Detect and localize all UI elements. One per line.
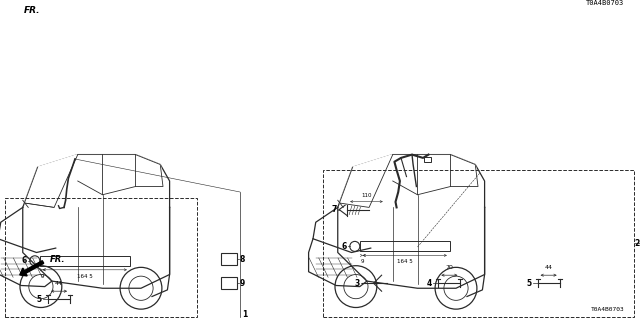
Text: 44: 44: [55, 281, 63, 286]
Bar: [40, 256, 130, 266]
Polygon shape: [339, 155, 393, 207]
Text: 3: 3: [355, 279, 360, 288]
Text: 1: 1: [242, 310, 247, 319]
FancyArrow shape: [20, 261, 44, 276]
Text: 2: 2: [635, 239, 640, 248]
Text: 6: 6: [22, 256, 27, 265]
Polygon shape: [77, 155, 102, 195]
Text: 9: 9: [240, 279, 245, 288]
Text: 164 5: 164 5: [77, 274, 93, 279]
Text: 9: 9: [361, 260, 365, 264]
Text: 8: 8: [240, 255, 245, 264]
Bar: [424, 157, 431, 162]
Bar: [5, 198, 197, 317]
Text: 7: 7: [332, 205, 337, 214]
Text: 5: 5: [37, 295, 42, 304]
Polygon shape: [417, 155, 451, 195]
Polygon shape: [24, 155, 77, 207]
Polygon shape: [393, 155, 417, 195]
Bar: [323, 170, 634, 317]
Polygon shape: [102, 155, 136, 195]
Text: 110: 110: [361, 193, 371, 197]
Text: FR.: FR.: [50, 255, 65, 265]
Text: 44: 44: [545, 265, 552, 270]
Text: 5: 5: [527, 279, 532, 288]
Polygon shape: [136, 155, 163, 187]
Bar: [360, 241, 450, 252]
Text: T0A4B0703: T0A4B0703: [591, 307, 625, 312]
Text: 70: 70: [445, 265, 453, 270]
Text: 9: 9: [41, 274, 45, 279]
Text: T0A4B0703: T0A4B0703: [586, 0, 624, 6]
Text: FR.: FR.: [24, 6, 40, 15]
Bar: [221, 253, 237, 265]
Polygon shape: [451, 155, 478, 187]
Text: 164 5: 164 5: [397, 260, 413, 264]
Text: 4: 4: [427, 279, 433, 288]
Text: 6: 6: [342, 242, 347, 251]
Bar: [221, 277, 237, 289]
